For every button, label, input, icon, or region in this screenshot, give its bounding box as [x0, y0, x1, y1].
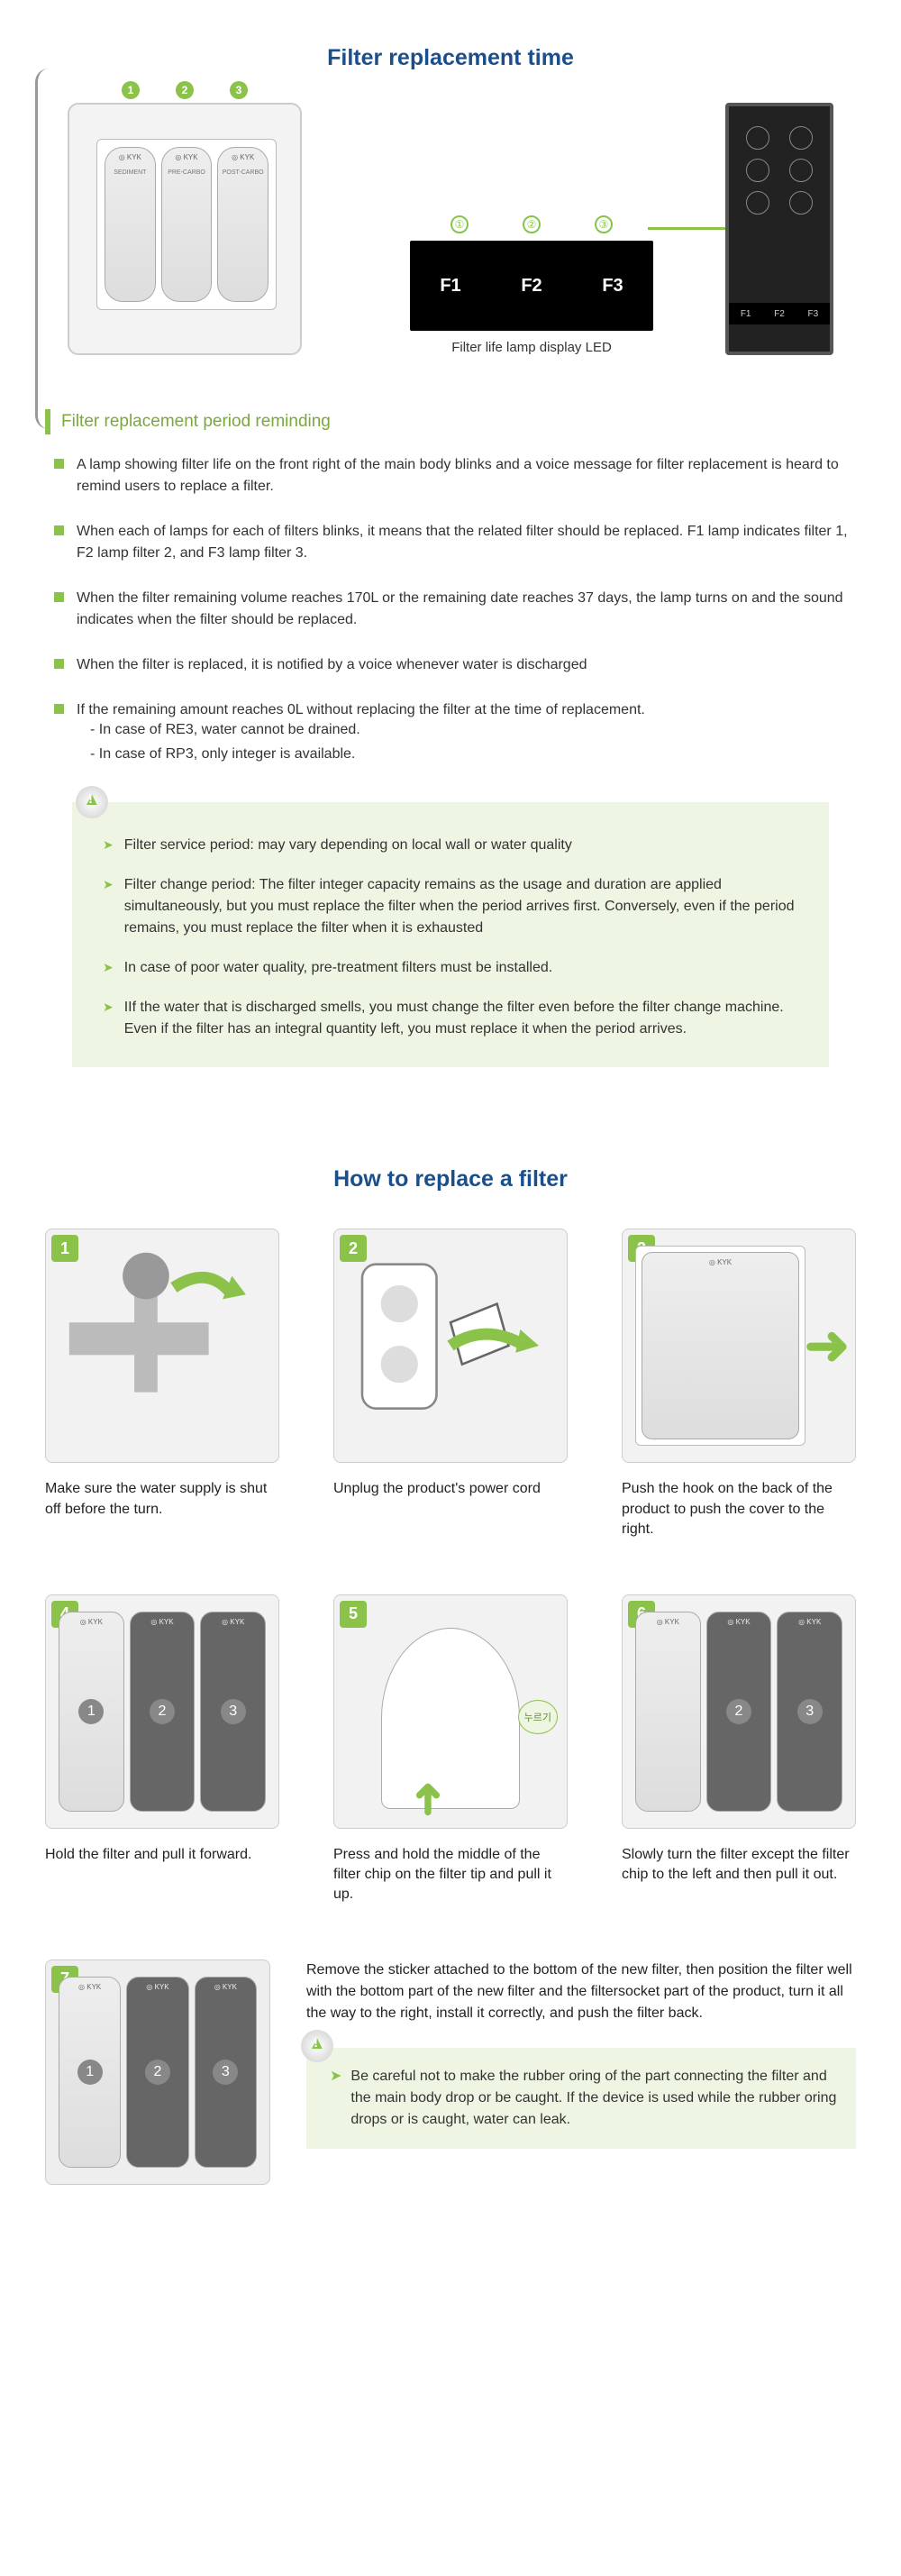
note-text: Filter service period: may vary dependin…: [124, 835, 572, 856]
step-caption: Unplug the product's power cord: [333, 1479, 568, 1499]
reminding-heading: Filter replacement period reminding: [45, 409, 856, 434]
device-label-1: 1: [122, 81, 140, 99]
bullet-icon: [54, 459, 64, 469]
section-title-1: Filter replacement time: [45, 45, 856, 71]
step-badge: 5: [340, 1601, 367, 1628]
panel-icon: [746, 191, 769, 215]
panel-f1: F1: [741, 309, 751, 319]
step-2: 2 Unplug the product's power cord: [333, 1229, 568, 1539]
bullet-text: When the filter remaining volume reaches…: [77, 588, 856, 631]
device-label-2: 2: [176, 81, 194, 99]
control-panel: F1 F2 F3: [725, 103, 833, 355]
step-caption: Press and hold the middle of the filter …: [333, 1845, 568, 1905]
bullet-text: A lamp showing filter life on the front …: [77, 454, 856, 498]
arrow-up-icon: ➜: [402, 1780, 452, 1816]
panel-icon: [789, 126, 813, 150]
panel-f3: F3: [807, 309, 818, 319]
cart-num: 2: [150, 1699, 175, 1724]
bullet-icon: [54, 592, 64, 602]
valve-illustration: [46, 1229, 278, 1462]
final-step-text: Remove the sticker attached to the botto…: [306, 1959, 856, 2024]
cart-num: 3: [221, 1699, 246, 1724]
filter-cartridge-1: SEDIMENT: [105, 147, 156, 302]
connector-line: [648, 227, 729, 230]
sub-bullet: - In case of RE3, water cannot be draine…: [90, 717, 856, 766]
warning-text: Be careful not to make the rubber oring …: [350, 2066, 838, 2131]
filter-cartridge-3: POST-CARBO: [217, 147, 268, 302]
led-f2: F2: [521, 276, 542, 297]
step-4: 4 1 2 3 Hold the filter and pull it forw…: [45, 1594, 279, 1905]
device-illustration: 1 2 3 SEDIMENT PRE-CARBO POST-CARBO: [68, 103, 302, 355]
arrow-icon: ➤: [103, 958, 114, 979]
device-label-3: 3: [230, 81, 248, 99]
step-badge: 2: [340, 1235, 367, 1262]
note-box: ! ➤Filter service period: may vary depen…: [72, 802, 829, 1067]
cart-label: SEDIMENT: [105, 169, 155, 176]
filter-cartridge-2: PRE-CARBO: [161, 147, 213, 302]
step-7-image: 7 1 2 3: [45, 1959, 270, 2185]
sub-line: - In case of RE3, water cannot be draine…: [90, 717, 856, 742]
section-title-2: How to replace a filter: [45, 1166, 856, 1192]
power-cord-line: [35, 69, 62, 429]
led-circle-2: ②: [523, 215, 541, 233]
note-text: In case of poor water quality, pre-treat…: [124, 957, 552, 979]
steps-grid: 1 Make sure the water supply is shut off…: [45, 1229, 856, 1905]
cart-num: 3: [797, 1699, 823, 1724]
bullet-text: When each of lamps for each of filters b…: [77, 521, 856, 564]
note-text: Filter change period: The filter integer…: [124, 874, 798, 939]
cart-num: 2: [145, 2060, 170, 2085]
cart-label: PRE-CARBO: [162, 169, 212, 176]
step-caption: Hold the filter and pull it forward.: [45, 1845, 279, 1865]
led-f1: F1: [440, 276, 460, 297]
bullet-icon: [54, 704, 64, 714]
arrow-icon: ➤: [330, 2066, 341, 2131]
sub-line: - In case of RP3, only integer is availa…: [90, 742, 856, 766]
led-caption: Filter life lamp display LED: [451, 340, 612, 355]
step-5: 5 ➜ 누르기 Press and hold the middle of the…: [333, 1594, 568, 1905]
reminding-title: Filter replacement period reminding: [61, 412, 331, 432]
step-3: 3 ➜ Push the hook on the back of the pro…: [622, 1229, 856, 1539]
final-step-row: 7 1 2 3 Remove the sticker attached to t…: [45, 1959, 856, 2185]
step-1: 1 Make sure the water supply is shut off…: [45, 1229, 279, 1539]
step-caption: Make sure the water supply is shut off b…: [45, 1479, 279, 1520]
led-circle-3: ③: [595, 215, 613, 233]
arrow-icon: ➤: [103, 836, 114, 856]
bullet-text: When the filter is replaced, it is notif…: [77, 654, 587, 676]
arrow-right-icon: ➜: [805, 1314, 850, 1377]
cart-label: POST-CARBO: [218, 169, 268, 176]
unplug-illustration: [334, 1229, 567, 1462]
arrow-icon: ➤: [103, 875, 114, 939]
panel-icon: [746, 126, 769, 150]
arrow-icon: ➤: [103, 998, 114, 1040]
led-display: F1 F2 F3: [410, 241, 653, 331]
warning-box: ! ➤Be careful not to make the rubber ori…: [306, 2048, 856, 2149]
panel-icon: [789, 191, 813, 215]
cart-num: 1: [77, 2060, 103, 2085]
warning-icon: !: [301, 2030, 333, 2062]
inset-label: 누르기: [518, 1700, 558, 1734]
panel-f2: F2: [774, 309, 785, 319]
panel-icon: [746, 159, 769, 182]
led-f3: F3: [602, 276, 623, 297]
panel-f-bar: F1 F2 F3: [729, 303, 830, 324]
cart-num: 1: [78, 1699, 104, 1724]
step-caption: Slowly turn the filter except the filter…: [622, 1845, 856, 1886]
step-6: 6 2 3 Slowly turn the filter except the …: [622, 1594, 856, 1905]
bullet-icon: [54, 659, 64, 669]
top-images-row: 1 2 3 SEDIMENT PRE-CARBO POST-CARBO ① ② …: [45, 103, 856, 355]
led-circle-row: ① ② ③: [450, 215, 613, 233]
step-badge: 1: [51, 1235, 78, 1262]
panel-icon: [789, 159, 813, 182]
reminding-bullets: A lamp showing filter life on the front …: [54, 454, 856, 766]
cart-num: 2: [726, 1699, 751, 1724]
step-caption: Push the hook on the back of the product…: [622, 1479, 856, 1539]
cart-num: 3: [213, 2060, 238, 2085]
led-circle-1: ①: [450, 215, 469, 233]
note-text: IIf the water that is discharged smells,…: [124, 997, 798, 1040]
bullet-icon: [54, 525, 64, 535]
